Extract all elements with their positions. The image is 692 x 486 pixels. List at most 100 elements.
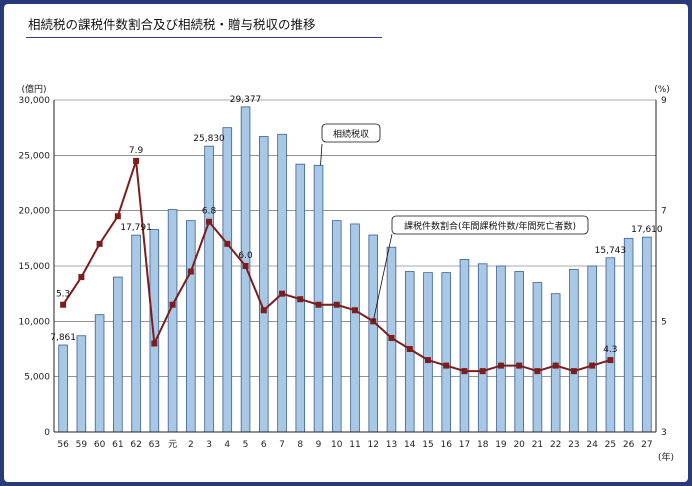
bar bbox=[259, 136, 269, 433]
x-tick-label: 6 bbox=[261, 440, 267, 450]
x-tick-label: 26 bbox=[623, 440, 635, 450]
axes: 0 5,000 10,000 15,000 20,000 25,000 30,000 3 5 7 9… bbox=[19, 83, 675, 463]
y-right-tick-label: 7 bbox=[661, 207, 667, 217]
bar bbox=[277, 133, 287, 433]
line-marker bbox=[206, 218, 213, 225]
bar bbox=[131, 234, 141, 433]
y-left-tick-label: 15,000 bbox=[19, 262, 51, 272]
y-left-tick-label: 25,000 bbox=[19, 151, 51, 161]
bar-data-label: 7,861 bbox=[50, 333, 76, 343]
callout-leader bbox=[320, 143, 323, 166]
callout-line-label: 課税件数割合(年間課税件数/年間死亡者数) bbox=[404, 220, 576, 232]
line-marker bbox=[114, 213, 121, 220]
bar bbox=[167, 209, 178, 433]
bar bbox=[368, 234, 379, 433]
x-tick-label: 3 bbox=[206, 440, 212, 450]
title-underline bbox=[26, 37, 382, 38]
callout-leader bbox=[372, 233, 393, 322]
x-tick-label: 15 bbox=[422, 440, 433, 450]
x-tick-label: 21 bbox=[532, 440, 543, 450]
bar bbox=[331, 220, 342, 433]
x-tick-label: 27 bbox=[641, 440, 652, 450]
line-marker bbox=[352, 307, 358, 314]
bar bbox=[423, 272, 433, 433]
bar bbox=[76, 335, 87, 433]
bar bbox=[587, 265, 597, 433]
x-tick-label: 9 bbox=[316, 440, 322, 450]
line-marker bbox=[516, 362, 523, 369]
line-marker bbox=[497, 362, 504, 369]
x-tick-label: 63 bbox=[149, 440, 160, 450]
line-marker bbox=[169, 301, 176, 308]
line-data-label: 5.3 bbox=[56, 290, 70, 300]
line-marker bbox=[443, 362, 450, 369]
chart-frame: 相続税の課税件数割合及び相続税・贈与税収の推移 0 5,000 10,000 15,0… bbox=[4, 4, 688, 482]
bar bbox=[149, 229, 160, 433]
x-tick-label: 5 bbox=[243, 440, 249, 450]
line-marker bbox=[424, 357, 431, 364]
bar bbox=[642, 236, 652, 433]
line-marker bbox=[534, 368, 541, 375]
bar bbox=[186, 220, 196, 433]
y-right-tick-label: 9 bbox=[661, 96, 667, 106]
y-left-tick-label: 30,000 bbox=[19, 96, 51, 106]
chart-title: 相続税の課税件数割合及び相続税・贈与税収の推移 bbox=[28, 17, 316, 32]
bar bbox=[514, 271, 524, 433]
line-marker bbox=[242, 263, 249, 269]
x-tick-label: 元 bbox=[168, 440, 177, 450]
line-marker bbox=[461, 368, 468, 375]
x-tick-label: 13 bbox=[386, 440, 397, 450]
x-tick-label: 59 bbox=[76, 440, 88, 450]
callout-box bbox=[391, 215, 589, 235]
x-tick-label: 4 bbox=[224, 440, 230, 450]
bar bbox=[477, 263, 488, 433]
y-left-tick-label: 20,000 bbox=[19, 207, 51, 217]
line-marker bbox=[279, 290, 286, 297]
bar bbox=[532, 282, 543, 433]
bar bbox=[94, 314, 105, 433]
bar-data-label: 29,377 bbox=[230, 95, 262, 105]
x-tick-label: 10 bbox=[331, 440, 343, 450]
line-marker bbox=[297, 296, 304, 303]
line-marker bbox=[133, 157, 140, 164]
x-tick-label: 25 bbox=[605, 440, 616, 450]
bar bbox=[240, 106, 251, 433]
x-tick-label: 24 bbox=[586, 440, 598, 450]
bar-data-label: 25,830 bbox=[193, 134, 225, 144]
line-marker bbox=[78, 274, 85, 281]
bar bbox=[623, 237, 634, 433]
x-axis-label: (年) bbox=[658, 451, 674, 463]
line-marker bbox=[479, 368, 486, 375]
line-marker bbox=[96, 240, 103, 247]
x-tick-label: 8 bbox=[297, 440, 303, 450]
data-labels: 7,861 17,791 25,830 29,377 15,743 17,610 5.3 7.… bbox=[50, 95, 663, 355]
x-tick-label: 11 bbox=[349, 440, 360, 450]
y-right-tick-label: 5 bbox=[661, 317, 667, 327]
line-marker bbox=[589, 362, 596, 369]
bar bbox=[459, 258, 470, 433]
line-marker bbox=[570, 368, 577, 375]
y-right-tick-label: 3 bbox=[661, 428, 667, 438]
bar bbox=[204, 145, 214, 433]
bar bbox=[313, 164, 324, 433]
y-left-tick-label: 5,000 bbox=[24, 373, 50, 383]
line-data-label: 6.0 bbox=[238, 251, 253, 261]
x-tick-label: 23 bbox=[568, 440, 579, 450]
callout-box bbox=[321, 123, 381, 143]
line-marker bbox=[315, 301, 322, 308]
bar bbox=[441, 272, 451, 433]
line-marker bbox=[60, 301, 67, 308]
x-tick-label: 61 bbox=[112, 440, 123, 450]
bar bbox=[222, 127, 233, 433]
x-tick-label: 2 bbox=[188, 440, 194, 450]
line-marker bbox=[552, 362, 559, 369]
y-left-tick-label: 10,000 bbox=[19, 317, 51, 327]
bar bbox=[58, 344, 68, 433]
x-tick-label: 12 bbox=[368, 440, 379, 450]
line-marker bbox=[607, 357, 614, 364]
x-tick-label: 19 bbox=[495, 440, 507, 450]
line-marker bbox=[260, 307, 267, 314]
y-left-label: (億円) bbox=[21, 83, 46, 95]
line-marker bbox=[333, 301, 340, 308]
